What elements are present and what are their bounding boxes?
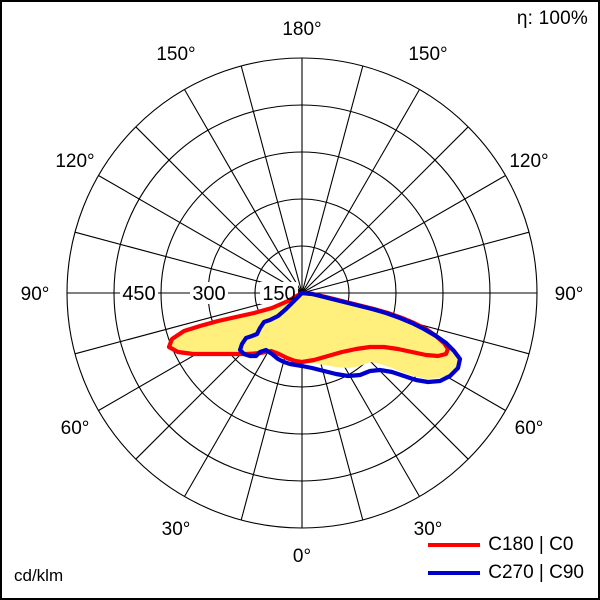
legend-label-c270-c90: C270 | C90 (488, 562, 584, 583)
angle-label-120-left: 120° (55, 151, 94, 172)
efficiency-label: η: 100% (516, 8, 588, 29)
angle-label-30-left: 30° (162, 519, 191, 540)
spoke-210 (184, 89, 303, 294)
angle-label-90-left: 90° (21, 284, 50, 305)
angle-label-60-right: 60° (515, 418, 544, 439)
angle-label-90-right: 90° (555, 284, 584, 305)
legend-item-c180-c0: C180 | C0 (428, 534, 584, 556)
distribution-fill (168, 293, 460, 379)
legend-label-c180-c0: C180 | C0 (488, 534, 574, 555)
radial-label-150: 150 (262, 283, 295, 305)
spoke-150 (301, 89, 420, 294)
spoke-105 (301, 231, 530, 294)
spoke-240 (98, 175, 303, 294)
angle-tick-labels: 180° 150° 150° 120° 120° 90° 90° 60° 60°… (21, 19, 584, 567)
legend: C180 | C0 C270 | C90 (428, 534, 584, 584)
legend-swatch-red (428, 543, 481, 547)
legend-item-c270-c90: C270 | C90 (428, 562, 584, 584)
angle-label-180: 180° (282, 19, 321, 40)
unit-label: cd/klm (14, 566, 64, 585)
spoke-120 (301, 175, 506, 294)
spoke-225 (135, 126, 303, 294)
radial-tick-labels: 450 300 150 (122, 283, 295, 305)
angle-label-120-right: 120° (509, 151, 548, 172)
angle-label-60-left: 60° (61, 418, 90, 439)
angle-label-30-right: 30° (414, 519, 443, 540)
angle-label-150-left: 150° (156, 44, 195, 65)
curve-c270-c90 (237, 290, 463, 385)
radial-label-backdrops (120, 282, 298, 304)
spoke-135 (301, 126, 469, 294)
angle-label-0: 0° (293, 546, 311, 567)
spoke-165 (301, 65, 364, 294)
radial-label-300: 300 (192, 283, 225, 305)
radial-label-450: 450 (122, 283, 155, 305)
spoke-195 (240, 65, 303, 294)
angle-label-150-right: 150° (408, 44, 447, 65)
legend-swatch-blue (428, 571, 481, 575)
